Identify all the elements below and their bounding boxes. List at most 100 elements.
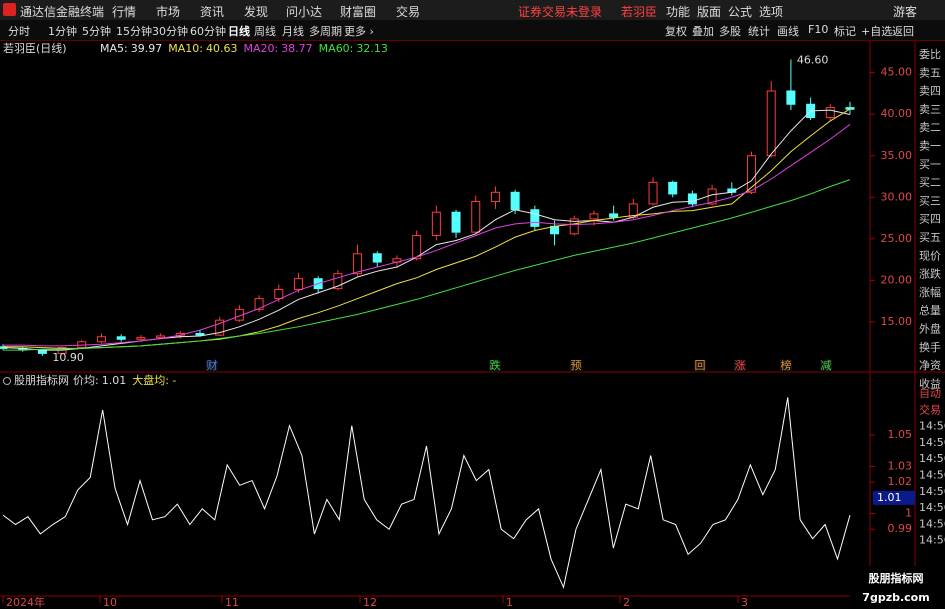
indicator-avg-value: 1.01	[102, 374, 127, 387]
menu-item[interactable]: 资讯	[200, 5, 225, 19]
watermark-bg	[850, 566, 945, 609]
period-button[interactable]: 1分钟	[48, 25, 77, 38]
logo	[3, 3, 16, 16]
side-label: 14:56	[919, 452, 945, 465]
menu-item[interactable]: 财富圈	[340, 5, 377, 19]
candle-body	[766, 90, 776, 157]
period-button[interactable]: 月线	[282, 25, 304, 38]
tool-button[interactable]: 画线	[777, 25, 799, 38]
period-button[interactable]: 15分钟	[116, 25, 152, 38]
menu-item[interactable]: 发现	[244, 5, 269, 19]
tool-button[interactable]: 返回	[892, 25, 914, 38]
side-label: 自动	[919, 387, 941, 400]
menu-item[interactable]: 版面	[697, 5, 722, 19]
period-button[interactable]: 周线	[254, 25, 276, 38]
candle-body	[825, 107, 835, 119]
min-label: 10.90	[52, 351, 84, 364]
menu-item[interactable]: 问小达	[286, 5, 323, 19]
side-label: 卖一	[919, 140, 941, 153]
watermark: 7gpzb.com	[862, 591, 929, 604]
ma-line	[3, 179, 851, 351]
menu-item[interactable]: 公式	[728, 5, 753, 19]
period-button[interactable]: 60分钟	[190, 25, 226, 38]
current-value: 1.01	[877, 491, 902, 504]
side-label: 交易	[919, 402, 941, 416]
tool-button[interactable]: +自选	[861, 25, 893, 38]
toolbar: 分时 1分钟 5分钟 15分钟 30分钟 60分钟 日线 周线 月线 多周期 更多 › 复权 叠加 多股统…	[0, 20, 945, 41]
menu-item[interactable]: 选项	[759, 5, 784, 19]
y-tick-label: 40.00	[881, 107, 913, 120]
candle-body	[156, 335, 166, 339]
candle-body	[215, 319, 225, 336]
x-tick-label: 12	[363, 596, 377, 609]
candle-body	[96, 336, 106, 343]
candle-body	[550, 225, 560, 235]
period-button[interactable]: 5分钟	[82, 25, 111, 38]
tool-button[interactable]: F10	[808, 23, 829, 36]
y-tick-label: 1.02	[888, 475, 913, 488]
candle-body	[589, 213, 599, 220]
candle-body	[490, 191, 500, 202]
candle-body	[471, 200, 481, 233]
side-label: 卖三	[919, 103, 941, 116]
y-tick-label: 35.00	[881, 149, 913, 162]
candle-body	[786, 90, 796, 105]
menu-item[interactable]: 交易	[396, 5, 421, 19]
y-tick-label: 25.00	[881, 232, 913, 245]
y-tick-label: 1	[905, 507, 912, 520]
candle-body	[293, 278, 303, 290]
tool-button[interactable]: 统计	[748, 25, 770, 38]
menu-item[interactable]: 行情	[112, 5, 137, 19]
tool-button[interactable]: 多股	[719, 25, 741, 38]
side-label: 14:56	[919, 501, 945, 514]
legend-name: MA10:	[168, 42, 203, 55]
y-tick-label: 0.99	[888, 522, 913, 535]
x-tick-label: 2024年	[6, 595, 45, 609]
period-button[interactable]: 30分钟	[152, 25, 188, 38]
menu-item[interactable]: 功能	[666, 5, 691, 19]
tool-button[interactable]: 复权	[665, 25, 687, 38]
x-tick-label: 1	[506, 596, 513, 609]
side-label: 14:56	[919, 469, 945, 482]
period-button[interactable]: 更多 ›	[344, 25, 374, 38]
event-marker: 回	[695, 359, 706, 372]
period-button[interactable]: 分时	[8, 25, 30, 38]
y-tick-label: 15.00	[881, 315, 913, 328]
legend-name: MA60:	[319, 42, 354, 55]
menu-item[interactable]: 市场	[156, 5, 181, 19]
event-marker: 涨	[735, 359, 746, 372]
side-label: 卖二	[919, 121, 941, 134]
side-label: 14:56	[919, 420, 945, 433]
side-label: 买五	[919, 231, 941, 244]
chart-title: 若羽臣(日线)	[3, 41, 67, 55]
y-tick-label: 45.00	[881, 66, 913, 79]
side-label: 现价	[919, 249, 941, 262]
user[interactable]: 游客	[893, 5, 918, 19]
event-marker: 减	[821, 359, 832, 372]
side-label: 委比	[919, 48, 941, 61]
indicator-title: 股朋指标网	[14, 373, 69, 387]
current-value-box	[873, 490, 915, 505]
candle-body	[510, 191, 520, 211]
side-label: 涨跌	[919, 267, 941, 281]
candle-body	[412, 234, 422, 260]
side-label: 总量	[919, 303, 941, 317]
tool-button[interactable]: 叠加	[692, 25, 714, 38]
candle-body	[274, 288, 284, 300]
candle-body	[648, 181, 658, 205]
period-button[interactable]: 日线	[228, 25, 250, 38]
side-label: 收益	[919, 376, 941, 390]
legend-value: 40.63	[206, 42, 238, 55]
period-button[interactable]: 多周期	[309, 25, 342, 38]
candle-body	[136, 337, 146, 340]
candle-body	[747, 155, 757, 193]
side-label: 买三	[919, 194, 941, 207]
stock-name: 若羽臣	[621, 5, 658, 19]
candle-body	[116, 336, 126, 340]
ma-line	[3, 108, 851, 349]
side-label: 14:56	[919, 485, 945, 498]
tool-button[interactable]: 标记	[834, 25, 856, 38]
x-tick-label: 3	[741, 596, 748, 609]
